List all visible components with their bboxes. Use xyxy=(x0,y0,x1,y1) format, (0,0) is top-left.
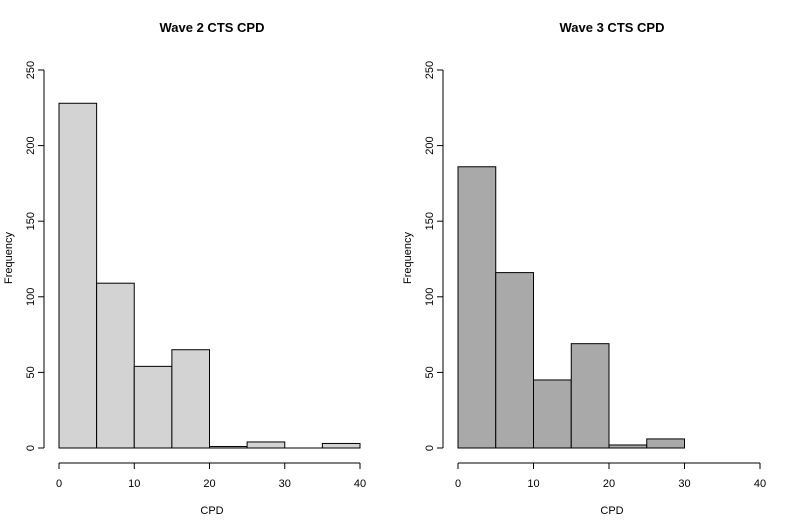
panel-2-y-tick-label: 0 xyxy=(25,445,37,451)
panel-3-title: Wave 3 CTS CPD xyxy=(560,20,665,35)
panel-2-y-tick-label: 50 xyxy=(25,366,37,378)
panel-2-bar-25-30 xyxy=(246,441,286,449)
panel-3-bar-15-20 xyxy=(570,343,610,449)
panel-2-x-tick-label: 0 xyxy=(56,478,62,490)
panel-3-x-axis-label: CPD xyxy=(600,505,623,517)
panel-3-y-tick-label: 50 xyxy=(424,366,436,378)
panel-2-y-tick-label: 200 xyxy=(25,136,37,154)
panel-2-x-tick-label: 30 xyxy=(279,478,291,490)
panel-2-x-tick-label: 40 xyxy=(354,478,366,490)
panel-2-x-axis-label: CPD xyxy=(200,505,223,517)
panel-3-bar-5-10 xyxy=(495,272,534,449)
panel-2-y-tick-label: 150 xyxy=(25,212,37,230)
panel-3-y-tick-label: 200 xyxy=(424,136,436,154)
panel-3-y-tick-label: 250 xyxy=(424,61,436,79)
panel-2-y-tick-label: 100 xyxy=(25,288,37,306)
panel-2-x-tick-label: 20 xyxy=(203,478,215,490)
panel-3-y-tick-label: 150 xyxy=(424,212,436,230)
panel-2-y-tick-label: 250 xyxy=(25,61,37,79)
panel-2-bar-35-40 xyxy=(321,442,361,449)
panel-2-title: Wave 2 CTS CPD xyxy=(160,20,265,35)
panel-3-bar-10-15 xyxy=(533,379,572,449)
panel-3-x-tick-label: 0 xyxy=(455,478,461,490)
panel-2-y-axis-label: Frequency xyxy=(3,232,15,284)
panel-3-x-tick-label: 10 xyxy=(527,478,539,490)
panel-3-y-tick-label: 0 xyxy=(424,445,436,451)
panel-3-y-tick-label: 100 xyxy=(424,288,436,306)
panel-3-bar-25-30 xyxy=(646,438,685,449)
panel-3-bar-0-5 xyxy=(457,166,497,449)
panel-3-y-axis-label: Frequency xyxy=(402,232,414,284)
panel-2-bar-10-15 xyxy=(133,365,173,449)
panel-3-bar-20-25 xyxy=(608,444,648,449)
panel-3-x-tick-label: 40 xyxy=(754,478,766,490)
panel-2-x-tick-label: 10 xyxy=(128,478,140,490)
panel-3-x-tick-label: 20 xyxy=(603,478,615,490)
panel-2-bar-5-10 xyxy=(96,282,135,449)
panel-2-bar-0-5 xyxy=(58,102,98,449)
panel-2-bar-15-20 xyxy=(171,349,210,449)
panel-3-x-tick-label: 30 xyxy=(678,478,690,490)
